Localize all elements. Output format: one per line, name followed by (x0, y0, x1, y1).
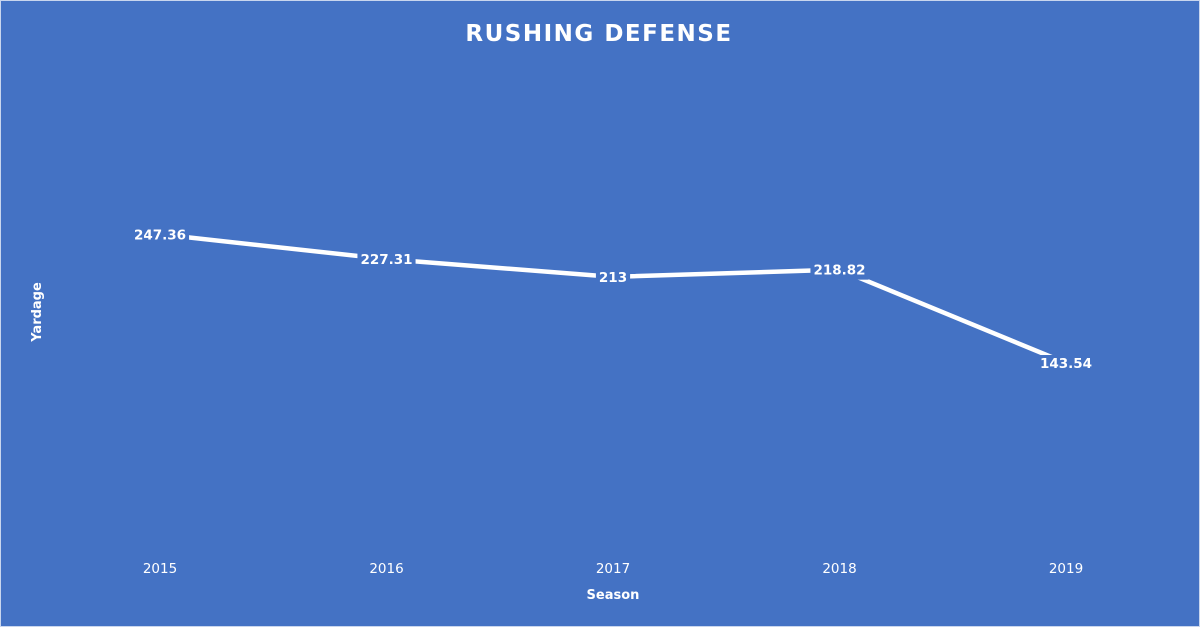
x-tick-label-2015: 2015 (143, 561, 177, 577)
x-axis-title: Season (587, 588, 640, 603)
drop-lines (159, 234, 1067, 541)
x-axis-ticks: 2015 2016 2017 2018 2019 (143, 561, 1083, 577)
data-label-2018: 218.82 (810, 261, 869, 280)
data-label-2015: 247.36 (130, 226, 190, 245)
x-tick-label-2018: 2018 (822, 561, 856, 577)
svg-text:227.31: 227.31 (360, 252, 412, 268)
x-tick-label-2017: 2017 (596, 561, 630, 577)
svg-text:247.36: 247.36 (134, 227, 186, 243)
x-tick-label-2019: 2019 (1049, 561, 1083, 577)
data-label-2016: 227.31 (357, 251, 416, 270)
svg-text:218.82: 218.82 (813, 263, 865, 279)
y-axis-title: Yardage (30, 282, 45, 343)
x-tick-label-2016: 2016 (369, 561, 403, 577)
chart-title: RUSHING DEFENSE (465, 21, 732, 47)
data-labels: 247.36 227.31 213 218.82 143.54 (130, 226, 1096, 374)
data-label-2019: 143.54 (1036, 355, 1096, 374)
svg-text:213: 213 (599, 270, 627, 286)
svg-text:143.54: 143.54 (1040, 356, 1092, 372)
data-label-2017: 213 (595, 268, 631, 287)
